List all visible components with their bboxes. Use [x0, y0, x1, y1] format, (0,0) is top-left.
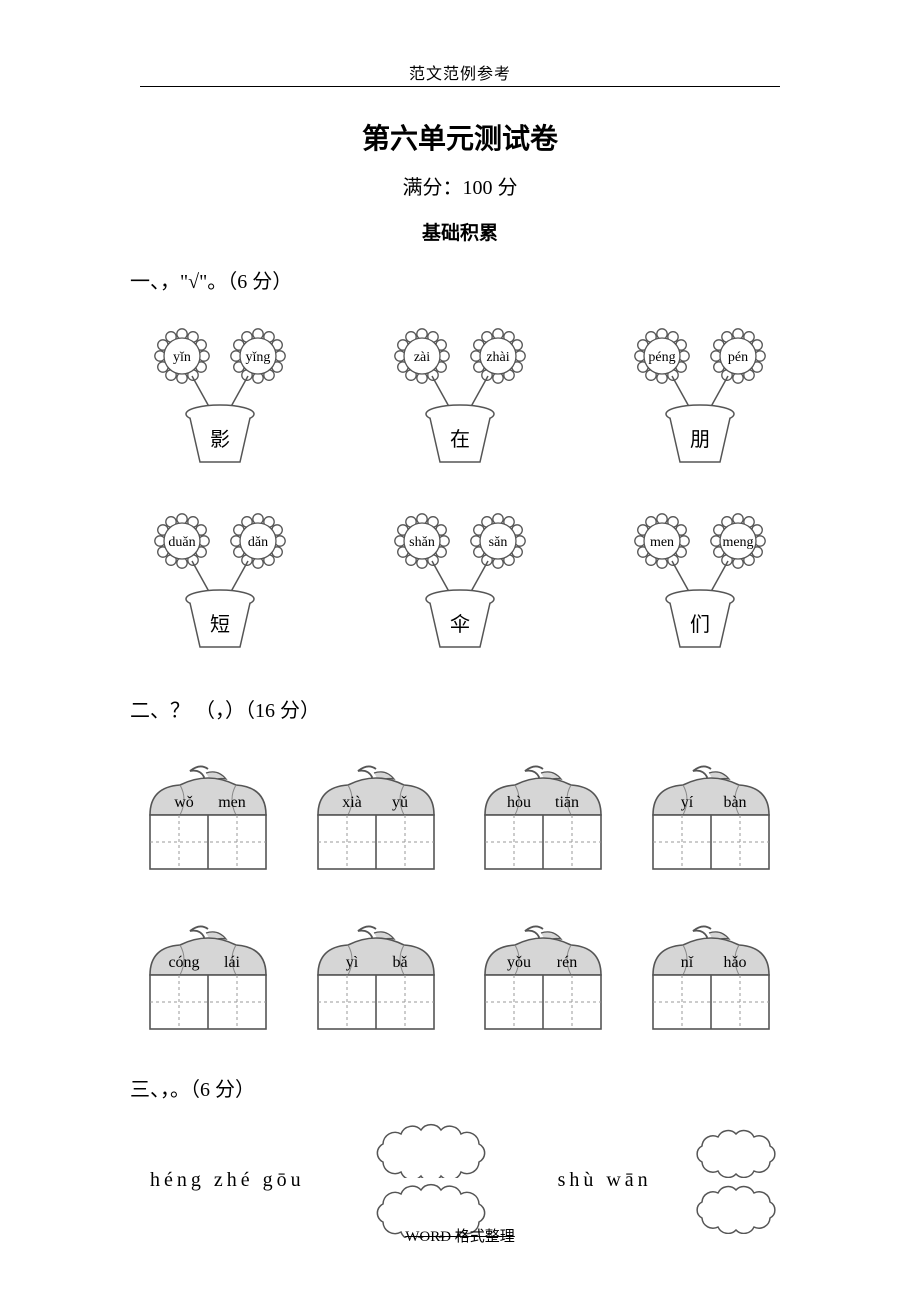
q3-left-label: héng zhé gōu [130, 1169, 368, 1192]
page: 范文范例参考 第六单元测试卷 满分：100 分 基础积累 一、，"√"。（6 分… [0, 0, 920, 1302]
svg-text:wǒ: wǒ [174, 794, 194, 811]
q1-heading: 一、，"√"。（6 分） [130, 265, 790, 294]
flower-pot-icon: shǎn sǎn 伞 [380, 509, 540, 659]
write-box-icon: yí bàn [639, 763, 784, 878]
svg-text:yí: yí [681, 794, 694, 811]
svg-text:在: 在 [450, 428, 470, 451]
flower-pot-icon: men meng 们 [620, 509, 780, 659]
write-box-item: hòu tiān [471, 763, 616, 883]
page-subtitle: 满分：100 分 [130, 171, 790, 200]
svg-text:zài: zài [414, 350, 430, 365]
svg-text:nǐ: nǐ [681, 954, 694, 971]
write-box-row: wǒ men xià yǔ hòu tiān [136, 763, 784, 883]
flower-item: men meng 们 [620, 509, 780, 664]
flower-pot-icon: zài zhài 在 [380, 324, 540, 474]
write-box-item: xià yǔ [304, 763, 449, 883]
footer-text: WORD 格式整理 [405, 1229, 515, 1245]
write-box-item: cóng lái [136, 923, 281, 1043]
svg-text:dǎn: dǎn [248, 535, 268, 550]
flower-pot-icon: duǎn dǎn 短 [140, 509, 300, 659]
flower-pot-icon: péng pén 朋 [620, 324, 780, 474]
flower-item: shǎn sǎn 伞 [380, 509, 540, 664]
q2-heading: 二、？ （，）（16 分） [130, 694, 790, 723]
write-box-item: yǒu rén [471, 923, 616, 1043]
svg-text:yǒu: yǒu [507, 954, 531, 971]
svg-text:péng: péng [648, 350, 675, 365]
page-header: 范文范例参考 [140, 60, 780, 87]
write-box-icon: hòu tiān [471, 763, 616, 878]
svg-text:rén: rén [557, 954, 577, 971]
svg-text:duǎn: duǎn [168, 535, 195, 550]
svg-text:cóng: cóng [168, 954, 199, 971]
flower-item: péng pén 朋 [620, 324, 780, 479]
svg-text:xià: xià [342, 794, 362, 811]
q3-right-clouds [690, 1126, 790, 1234]
svg-text:men: men [650, 535, 674, 550]
flower-pot-icon: yǐn yǐng 影 [140, 324, 300, 474]
write-box-icon: yǒu rén [471, 923, 616, 1038]
write-box-icon: nǐ hǎo [639, 923, 784, 1038]
write-box-item: nǐ hǎo [639, 923, 784, 1043]
write-box-icon: cóng lái [136, 923, 281, 1038]
svg-text:yǔ: yǔ [392, 794, 408, 811]
svg-text:shǎn: shǎn [409, 535, 435, 550]
write-box-icon: xià yǔ [304, 763, 449, 878]
flower-item: zài zhài 在 [380, 324, 540, 479]
svg-text:伞: 伞 [450, 613, 470, 636]
write-box-icon: yì bǎ [304, 923, 449, 1038]
q3-right-label: shù wān [538, 1169, 690, 1192]
page-footer: WORD 格式整理 [0, 1225, 920, 1246]
svg-text:men: men [218, 794, 246, 811]
svg-text:yì: yì [345, 954, 358, 971]
write-box-item: wǒ men [136, 763, 281, 883]
flower-row: yǐn yǐng 影 zài zhài 在 péng [140, 324, 780, 479]
flower-row: duǎn dǎn 短 shǎn sǎn 伞 men [140, 509, 780, 664]
svg-text:tiān: tiān [555, 794, 579, 811]
svg-text:bàn: bàn [723, 794, 746, 811]
svg-text:短: 短 [210, 613, 230, 636]
svg-text:yǐn: yǐn [173, 350, 191, 365]
cloud-icon [690, 1126, 790, 1178]
svg-text:朋: 朋 [690, 429, 710, 451]
svg-text:lái: lái [224, 954, 241, 971]
svg-text:们: 们 [690, 613, 710, 636]
write-box-icon: wǒ men [136, 763, 281, 878]
q1-container: yǐn yǐng 影 zài zhài 在 péng [130, 324, 790, 664]
flower-item: duǎn dǎn 短 [140, 509, 300, 664]
svg-text:sǎn: sǎn [489, 535, 508, 550]
svg-text:pén: pén [728, 350, 748, 365]
section-label: 基础积累 [130, 218, 790, 245]
svg-text:hǎo: hǎo [723, 954, 746, 971]
q2-container: wǒ men xià yǔ hòu tiān [130, 763, 790, 1043]
write-box-item: yí bàn [639, 763, 784, 883]
q3-left-clouds [368, 1122, 498, 1238]
cloud-icon [368, 1122, 498, 1178]
write-box-item: yì bǎ [304, 923, 449, 1043]
q3-row: héng zhé gōu shù wān [130, 1122, 790, 1238]
svg-text:hòu: hòu [507, 794, 531, 811]
svg-text:bǎ: bǎ [392, 954, 407, 971]
svg-text:yǐng: yǐng [246, 350, 271, 365]
svg-text:zhài: zhài [486, 350, 509, 365]
flower-item: yǐn yǐng 影 [140, 324, 300, 479]
svg-text:meng: meng [722, 535, 753, 550]
page-title: 第六单元测试卷 [130, 117, 790, 157]
q3-heading: 三、，。（6 分） [130, 1073, 790, 1102]
svg-text:影: 影 [210, 428, 230, 451]
write-box-row: cóng lái yì bǎ yǒu rén [136, 923, 784, 1043]
